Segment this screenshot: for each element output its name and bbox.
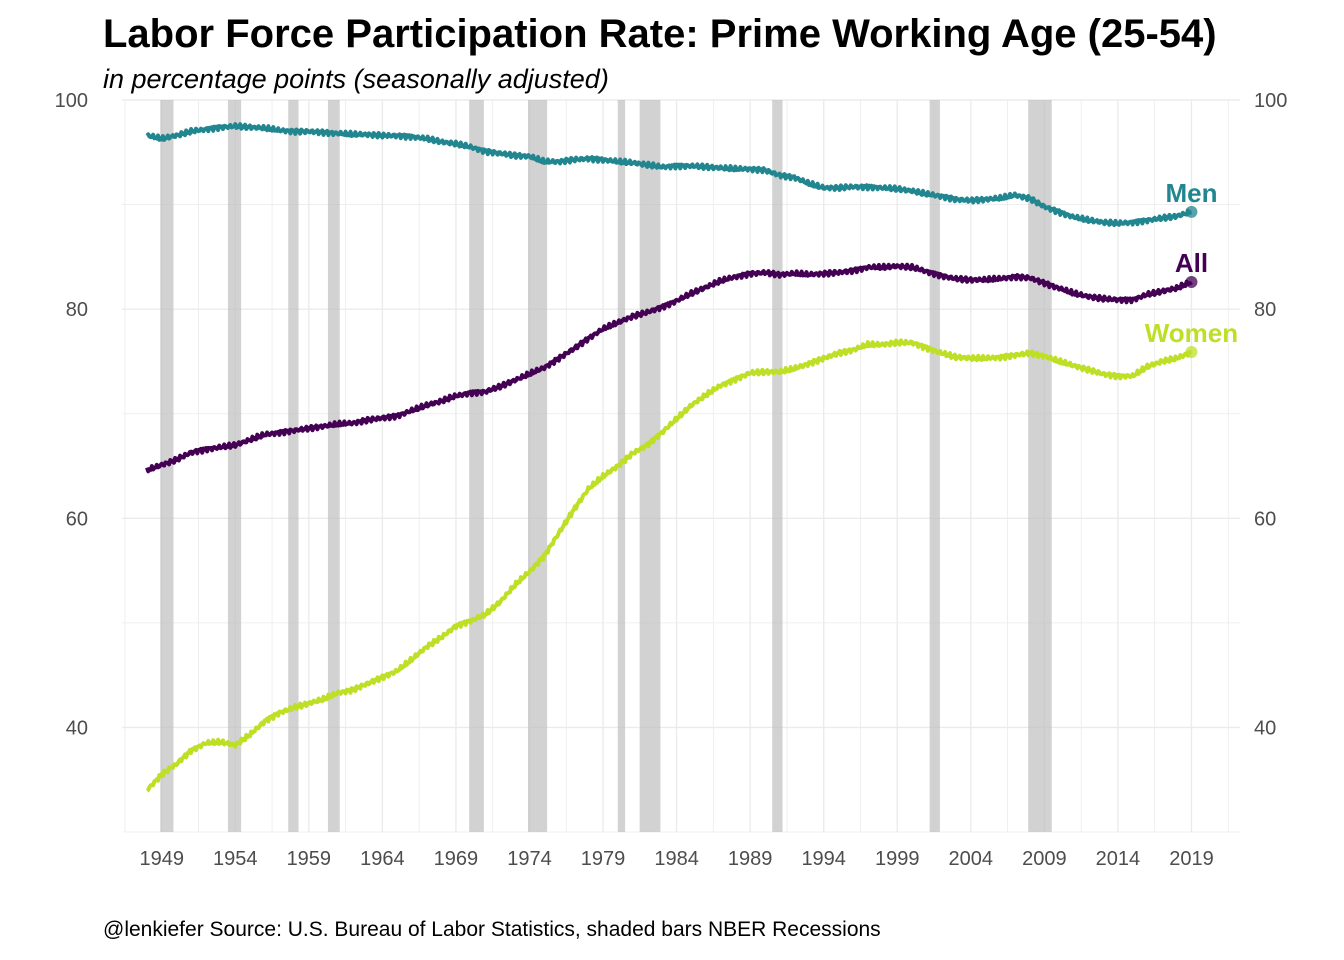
series-endpoint-women [1185,346,1198,359]
y-tick-label-left: 100 [55,90,88,112]
y-tick-label-right: 80 [1254,299,1276,321]
recession-bar [327,100,340,832]
recession-bars [160,100,1052,832]
x-tick-label: 2019 [1169,848,1214,870]
x-tick-label: 1984 [654,848,699,870]
x-tick-label: 2014 [1096,848,1141,870]
x-tick-label: 1964 [360,848,405,870]
x-tick-label: 1979 [581,848,626,870]
series-label-men: Men [1165,178,1217,208]
y-tick-label-right: 100 [1254,90,1287,112]
recession-bar [227,100,242,832]
recession-bar [528,100,548,832]
series-line-men [145,122,1193,228]
series-label-all: All [1175,248,1208,278]
series-labels: Men All Women [1145,178,1238,348]
y-tick-label-right: 60 [1254,508,1276,530]
y-tick-label-right: 40 [1254,717,1276,739]
y-tick-label-left: 60 [66,508,88,530]
chart-title: Labor Force Participation Rate: Prime Wo… [103,12,1217,56]
recession-bar [929,100,940,832]
chart-subtitle: in percentage points (seasonally adjuste… [103,64,609,94]
x-tick-label: 1999 [875,848,920,870]
x-tick-label: 1954 [213,848,258,870]
series-line-women [145,338,1193,793]
source-caption: @lenkiefer Source: U.S. Bureau of Labor … [103,918,881,941]
y-tick-label-left: 40 [66,717,88,739]
x-tick-label: 1949 [139,848,184,870]
axis-ticks: 1949 1954 1959 1964 1969 1974 1979 1984 1989 1994… [55,90,1288,870]
x-tick-label: 2004 [949,848,994,870]
series-endpoint-men [1185,205,1198,218]
x-tick-label: 1959 [287,848,332,870]
recession-bar [639,100,661,832]
series-lines [145,122,1198,793]
x-tick-label: 1969 [434,848,479,870]
recession-bar [160,100,174,832]
series-line-all [145,262,1193,474]
series-label-women: Women [1145,318,1238,348]
x-tick-label: 1974 [507,848,552,870]
x-tick-label: 1994 [801,848,846,870]
recession-bar [772,100,783,832]
x-tick-label: 2009 [1022,848,1067,870]
recession-bar [469,100,484,832]
recession-bar [288,100,299,832]
series-endpoint-all [1185,275,1198,288]
y-tick-label-left: 80 [66,299,88,321]
x-tick-label: 1989 [728,848,773,870]
